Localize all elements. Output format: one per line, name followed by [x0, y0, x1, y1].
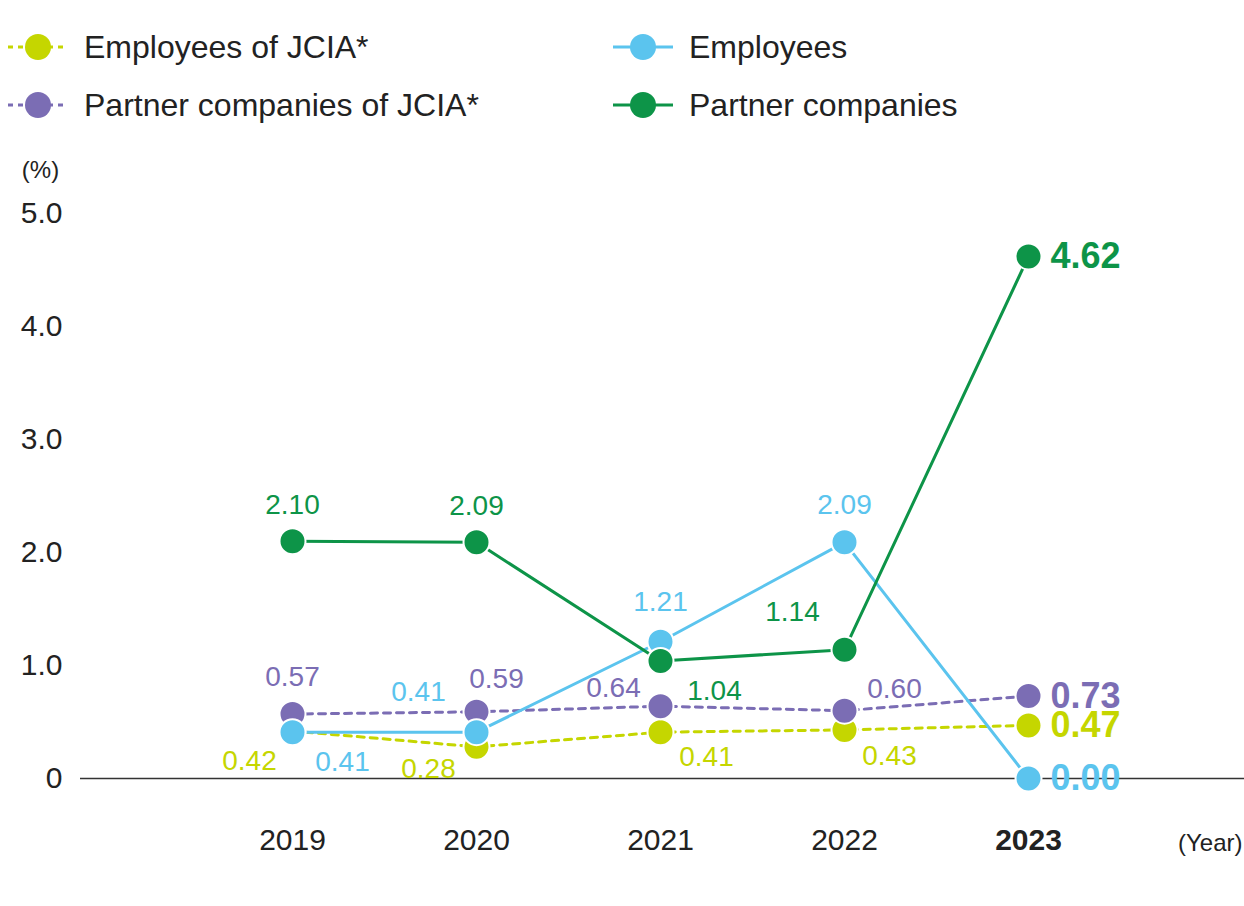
svg-text:0.41: 0.41 — [315, 746, 370, 777]
svg-text:2021: 2021 — [627, 823, 694, 856]
svg-text:(%): (%) — [22, 156, 59, 183]
svg-text:1.14: 1.14 — [765, 596, 820, 627]
svg-text:1.04: 1.04 — [687, 675, 742, 706]
html-text:Employees: Employees — [689, 28, 848, 65]
svg-text:2.09: 2.09 — [449, 490, 504, 521]
svg-text:2019: 2019 — [259, 823, 326, 856]
svg-text:0.41: 0.41 — [679, 741, 734, 772]
svg-text:1.0: 1.0 — [21, 648, 63, 681]
svg-text:4.62: 4.62 — [1051, 235, 1121, 276]
svg-text:0.47: 0.47 — [1050, 703, 1121, 745]
svg-text:0.64: 0.64 — [586, 672, 641, 703]
svg-text:5.0: 5.0 — [21, 196, 63, 229]
svg-text:0.41: 0.41 — [391, 676, 446, 707]
svg-text:3.0: 3.0 — [21, 422, 63, 455]
svg-text:0.43: 0.43 — [862, 740, 917, 771]
html-text:Partner companies: Partner companies — [689, 86, 958, 123]
svg-text:4.0: 4.0 — [21, 309, 63, 342]
svg-text:1.21: 1.21 — [633, 586, 688, 617]
svg-text:0.00: 0.00 — [1051, 757, 1121, 798]
svg-text:0.59: 0.59 — [469, 663, 524, 694]
svg-text:2.09: 2.09 — [817, 489, 872, 520]
svg-text:0.73: 0.73 — [1051, 675, 1121, 716]
svg-text:2.0: 2.0 — [21, 535, 63, 568]
svg-text:2022: 2022 — [811, 823, 878, 856]
svg-text:0.28: 0.28 — [401, 753, 456, 784]
svg-text:0: 0 — [46, 761, 63, 794]
svg-text:2023: 2023 — [995, 823, 1062, 856]
html-text:Employees of JCIA*: Employees of JCIA* — [84, 28, 369, 65]
svg-text:(Year): (Year) — [1178, 829, 1242, 856]
svg-text:2020: 2020 — [443, 823, 510, 856]
svg-text:0.57: 0.57 — [265, 661, 320, 692]
html-text:Partner companies of JCIA*: Partner companies of JCIA* — [84, 86, 479, 123]
svg-text:0.60: 0.60 — [867, 673, 922, 704]
svg-text:0.42: 0.42 — [222, 745, 277, 776]
svg-text:2.10: 2.10 — [265, 489, 320, 520]
